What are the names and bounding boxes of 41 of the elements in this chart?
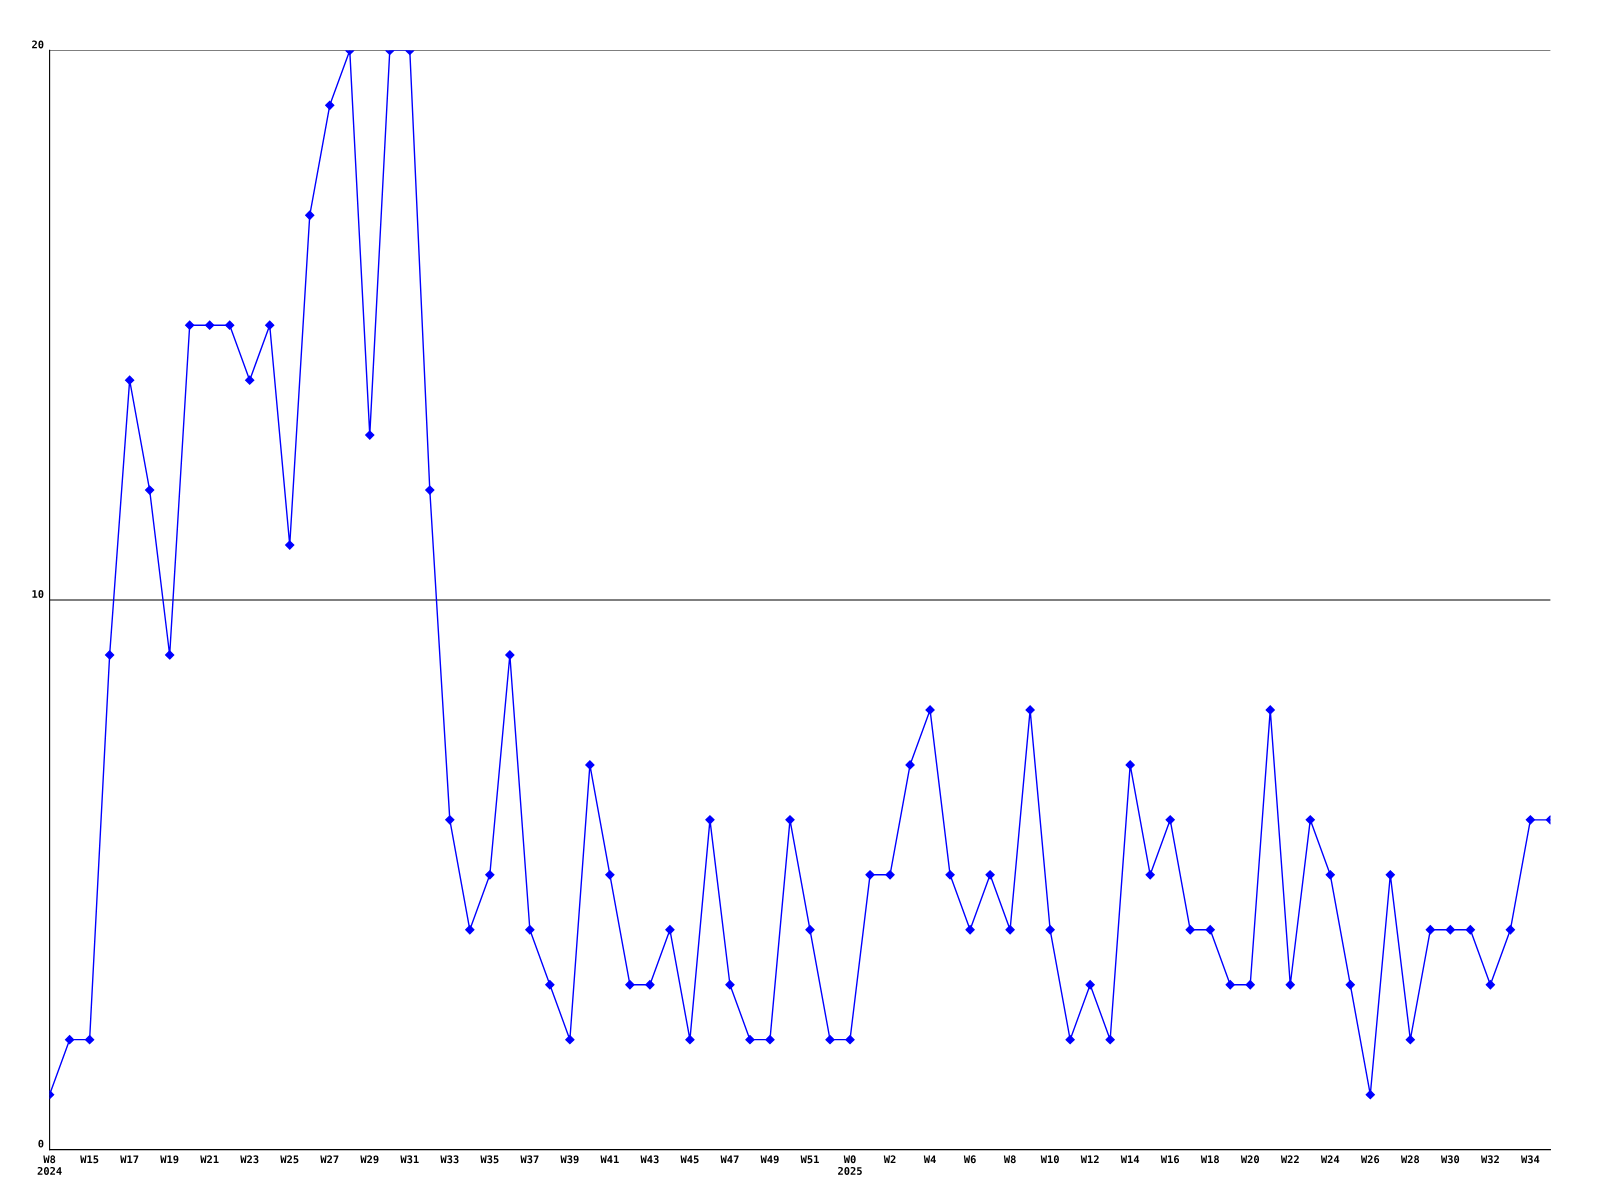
y-tick-label: 10 [32, 590, 44, 598]
x-tick-label: W12 [1080, 1155, 1099, 1164]
x-tick-label: W43 [640, 1155, 659, 1164]
x-tick-label: W49 [760, 1155, 779, 1164]
x-tick-label: W45 [680, 1155, 699, 1164]
x-tick-label: W35 [480, 1155, 499, 1164]
y-tick-label: 20 [32, 40, 44, 49]
x-tick-label: W28 [1400, 1155, 1420, 1164]
x-tick-label: W25 [280, 1155, 299, 1164]
x-tick-label: W24 [1320, 1155, 1340, 1164]
x-tick-label: W37 [520, 1155, 539, 1164]
x-tick-label: W33 [440, 1155, 459, 1164]
x-tick-label: W34 [1520, 1155, 1540, 1164]
x-tick-label: W19 [160, 1155, 179, 1164]
x-tick-label: W47 [720, 1155, 739, 1164]
x-tick-label: W6 [963, 1155, 976, 1164]
x-tick-label: W39 [560, 1155, 579, 1164]
x-tick-label: W22 [1280, 1155, 1299, 1164]
x-tick-label: W14 [1120, 1155, 1140, 1164]
x-tick-label: W23 [240, 1155, 259, 1164]
x-tick-label: W17 [120, 1155, 139, 1164]
x-tick-label: W8 [1003, 1155, 1016, 1164]
x-tick-label: W20 [1240, 1155, 1260, 1164]
x-tick-label: W41 [600, 1155, 619, 1164]
x-tick-label: W10 [1040, 1155, 1059, 1164]
x-tick-label: W29 [360, 1155, 379, 1164]
x-tick-label: W30 [1440, 1155, 1460, 1164]
x-tick-label: W4 [923, 1155, 936, 1164]
x-tick-label: W15 [80, 1155, 99, 1164]
x-tick-label: W31 [400, 1155, 419, 1164]
x-tick-label: W27 [320, 1155, 339, 1164]
x-tick-label: W51 [800, 1155, 819, 1164]
x-tick-label: W2 [883, 1155, 896, 1164]
x-tick-label: W26 [1360, 1155, 1380, 1164]
y-tick-label: 0 [38, 1139, 44, 1148]
x-tick-label: W16 [1160, 1155, 1180, 1164]
x-tick-label: W8 2024 [37, 1155, 62, 1175]
x-tick-label: W18 [1200, 1155, 1219, 1164]
x-tick-label: W32 [1480, 1155, 1499, 1164]
x-tick-label: W21 [200, 1155, 219, 1164]
x-tick-label: W0 2025 [838, 1155, 862, 1175]
